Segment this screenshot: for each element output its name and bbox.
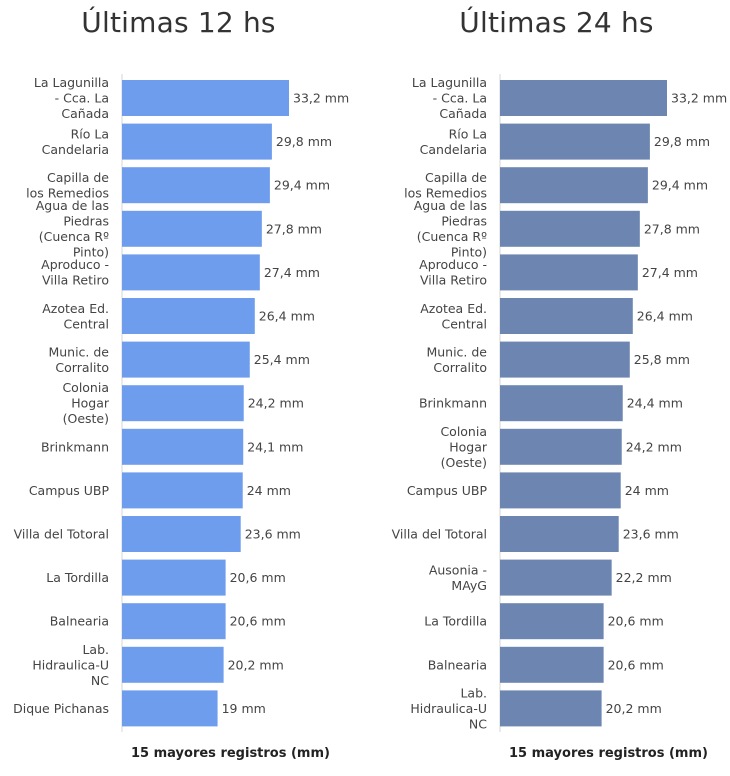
category-label: Río La Candelaria <box>42 126 109 157</box>
category-label: Munic. de Corralito <box>426 344 487 375</box>
bar <box>500 559 612 596</box>
value-label: 27,4 mm <box>642 265 698 280</box>
bar <box>500 472 621 509</box>
value-label: 33,2 mm <box>671 91 727 106</box>
value-label: 23,6 mm <box>245 527 301 542</box>
value-label: 20,6 mm <box>608 657 664 672</box>
bar-chart-24hs: 33,2 mm La Lagunilla - Cca. La Cañada 29,8 m… <box>392 74 727 732</box>
value-label: 19 mm <box>222 701 266 716</box>
value-label: 26,4 mm <box>637 309 693 324</box>
category-label: Colonia Hogar (Oeste) <box>62 380 109 426</box>
value-label: 20,2 mm <box>606 701 662 716</box>
category-label: Lab. Hidraulica-U NC <box>410 685 487 731</box>
bar <box>500 646 604 683</box>
bar <box>500 385 623 422</box>
category-label: Balnearia <box>428 657 487 672</box>
bar <box>122 472 243 509</box>
bar <box>500 210 640 247</box>
value-label: 33,2 mm <box>293 91 349 106</box>
bar <box>122 80 289 116</box>
category-label: La Lagunilla - Cca. La Cañada <box>412 75 487 121</box>
bar <box>122 385 244 422</box>
x-axis-label-12hs: 15 mayores registros (mm) <box>131 746 330 761</box>
bar <box>122 167 270 204</box>
bar <box>500 167 648 204</box>
bar <box>500 254 638 291</box>
category-label: Agua de las Piedras (Cuenca Rº Pinto) <box>36 198 109 259</box>
value-label: 29,4 mm <box>652 178 708 193</box>
value-label: 20,6 mm <box>608 614 664 629</box>
chart-panel-24hs: Últimas 24 hs 33,2 mm La Lagunilla - Cca. … <box>378 0 730 776</box>
category-label: Brinkmann <box>419 396 487 411</box>
value-label: 29,8 mm <box>654 134 710 149</box>
bar <box>122 123 272 160</box>
value-label: 23,6 mm <box>623 527 679 542</box>
bar <box>122 298 255 334</box>
value-label: 24,4 mm <box>627 396 683 411</box>
value-label: 26,4 mm <box>259 309 315 324</box>
value-label: 27,4 mm <box>264 265 320 280</box>
category-label: Villa del Totoral <box>392 527 487 542</box>
category-label: Dique Pichanas <box>13 701 109 716</box>
value-label: 24 mm <box>625 483 669 498</box>
category-label: Aproduco -Villa Retiro <box>419 257 487 288</box>
category-label: Balnearia <box>50 614 109 629</box>
bar <box>122 210 262 247</box>
bar <box>500 428 622 465</box>
bar <box>500 123 650 160</box>
chart-title-24hs: Últimas 24 hs <box>459 6 654 39</box>
bar <box>500 298 633 334</box>
bar <box>122 428 244 465</box>
category-label: Capilla de los Remedios <box>26 170 109 201</box>
category-label: Brinkmann <box>41 439 109 454</box>
bar <box>500 690 602 727</box>
value-label: 24 mm <box>247 483 291 498</box>
category-label: Lab. Hidraulica-U NC <box>32 642 109 688</box>
category-label: Campus UBP <box>407 483 488 498</box>
category-label: Azotea Ed. Central <box>42 301 109 332</box>
value-label: 20,6 mm <box>230 614 286 629</box>
bar <box>500 603 604 640</box>
value-label: 27,8 mm <box>266 221 322 236</box>
category-label: Ausonia -MAyG <box>429 562 487 593</box>
category-label: La Lagunilla - Cca. La Cañada <box>34 75 109 121</box>
value-label: 27,8 mm <box>644 221 700 236</box>
bar <box>122 516 241 552</box>
bar-chart-12hs: 33,2 mm La Lagunilla - Cca. La Cañada 29,8 m… <box>13 74 349 732</box>
bar <box>122 603 226 640</box>
value-label: 25,4 mm <box>254 352 310 367</box>
category-label: Colonia Hogar (Oeste) <box>440 424 487 470</box>
bar <box>122 341 250 378</box>
value-label: 20,2 mm <box>228 657 284 672</box>
category-label: Munic. de Corralito <box>48 344 109 375</box>
bar <box>122 690 218 727</box>
category-label: Villa del Totoral <box>14 527 109 542</box>
value-label: 29,8 mm <box>276 134 332 149</box>
value-label: 24,1 mm <box>247 439 303 454</box>
category-label: La Tordilla <box>46 570 109 585</box>
category-label: Azotea Ed. Central <box>420 301 487 332</box>
category-label: Aproduco -Villa Retiro <box>41 257 109 288</box>
chart-panel-12hs: Últimas 12 hs 33,2 mm La Lagunilla - Cca. … <box>13 6 349 761</box>
category-label: Capilla de los Remedios <box>404 170 487 201</box>
value-label: 20,6 mm <box>230 570 286 585</box>
bar <box>500 80 667 116</box>
bar <box>122 559 226 596</box>
value-label: 22,2 mm <box>616 570 672 585</box>
category-label: La Tordilla <box>424 614 487 629</box>
category-label: Río La Candelaria <box>420 126 487 157</box>
bar <box>500 516 619 552</box>
value-label: 29,4 mm <box>274 178 330 193</box>
value-label: 24,2 mm <box>248 396 304 411</box>
bar <box>500 341 630 378</box>
category-label: Agua de las Piedras (Cuenca Rº Pinto) <box>414 198 487 259</box>
bar <box>122 254 260 291</box>
value-label: 24,2 mm <box>626 439 682 454</box>
bar <box>122 646 224 683</box>
value-label: 25,8 mm <box>634 352 690 367</box>
x-axis-label-24hs: 15 mayores registros (mm) <box>509 746 708 761</box>
category-label: Campus UBP <box>29 483 110 498</box>
chart-title-12hs: Últimas 12 hs <box>81 6 276 39</box>
